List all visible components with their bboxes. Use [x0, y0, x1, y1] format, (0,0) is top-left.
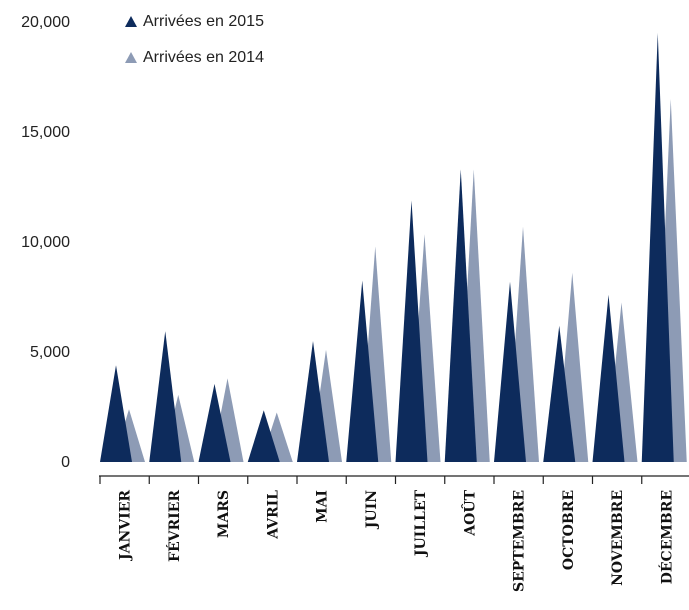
mark-2015: [395, 200, 428, 462]
y-tick-label: 5,000: [30, 344, 70, 361]
mark-2015: [641, 33, 674, 462]
mark-2015: [100, 365, 132, 462]
x-category-label: MARS: [216, 490, 232, 538]
x-category-label: DÉCEMBRE: [657, 490, 675, 584]
mark-2015: [149, 331, 182, 462]
x-category-label: FÉVRIER: [165, 490, 183, 562]
x-category-label: MAI: [315, 490, 331, 523]
mark-2015: [444, 169, 477, 462]
mark-2015: [198, 383, 231, 462]
x-category-label: JUILLET: [413, 489, 429, 558]
x-category-label: AVRIL: [265, 490, 281, 540]
y-tick-label: 20,000: [21, 14, 70, 31]
triangle-icon: [125, 52, 137, 63]
mark-2015: [592, 294, 625, 462]
mark-2015: [297, 341, 329, 462]
x-category-label: NOVEMBRE: [610, 490, 626, 586]
y-tick-label: 0: [61, 454, 70, 471]
x-category-label: OCTOBRE: [561, 490, 577, 570]
mark-2015: [346, 280, 379, 462]
x-category-label: JANVIER: [118, 490, 134, 562]
x-axis: JANVIER FÉVRIER MARS AVRIL MAI JUIN JUILLET AOÛ…: [99, 475, 689, 592]
mark-2015: [247, 410, 280, 462]
legend: Arrivées en 2015 Arrivées en 2014: [125, 13, 264, 66]
legend-item-2014: Arrivées en 2014: [125, 49, 264, 66]
y-axis: 0 5,000 10,000 15,000 20,000: [21, 14, 70, 471]
chart-marks: [100, 33, 687, 462]
legend-item-2015: Arrivées en 2015: [125, 13, 264, 30]
y-tick-label: 15,000: [21, 124, 70, 141]
triangle-icon: [125, 16, 137, 27]
legend-label: Arrivées en 2015: [143, 13, 264, 30]
x-axis-ticks: [99, 476, 643, 484]
mark-2015: [494, 281, 526, 462]
x-category-label: SEPTEMBRE: [512, 490, 528, 592]
mark-2015: [543, 325, 576, 462]
x-category-label: JUIN: [364, 490, 380, 530]
x-category-label: AOÛT: [460, 489, 478, 536]
legend-label: Arrivées en 2014: [143, 49, 264, 66]
y-tick-label: 10,000: [21, 234, 70, 251]
x-axis-labels: JANVIER FÉVRIER MARS AVRIL MAI JUIN JUILLET AOÛ…: [118, 489, 676, 592]
